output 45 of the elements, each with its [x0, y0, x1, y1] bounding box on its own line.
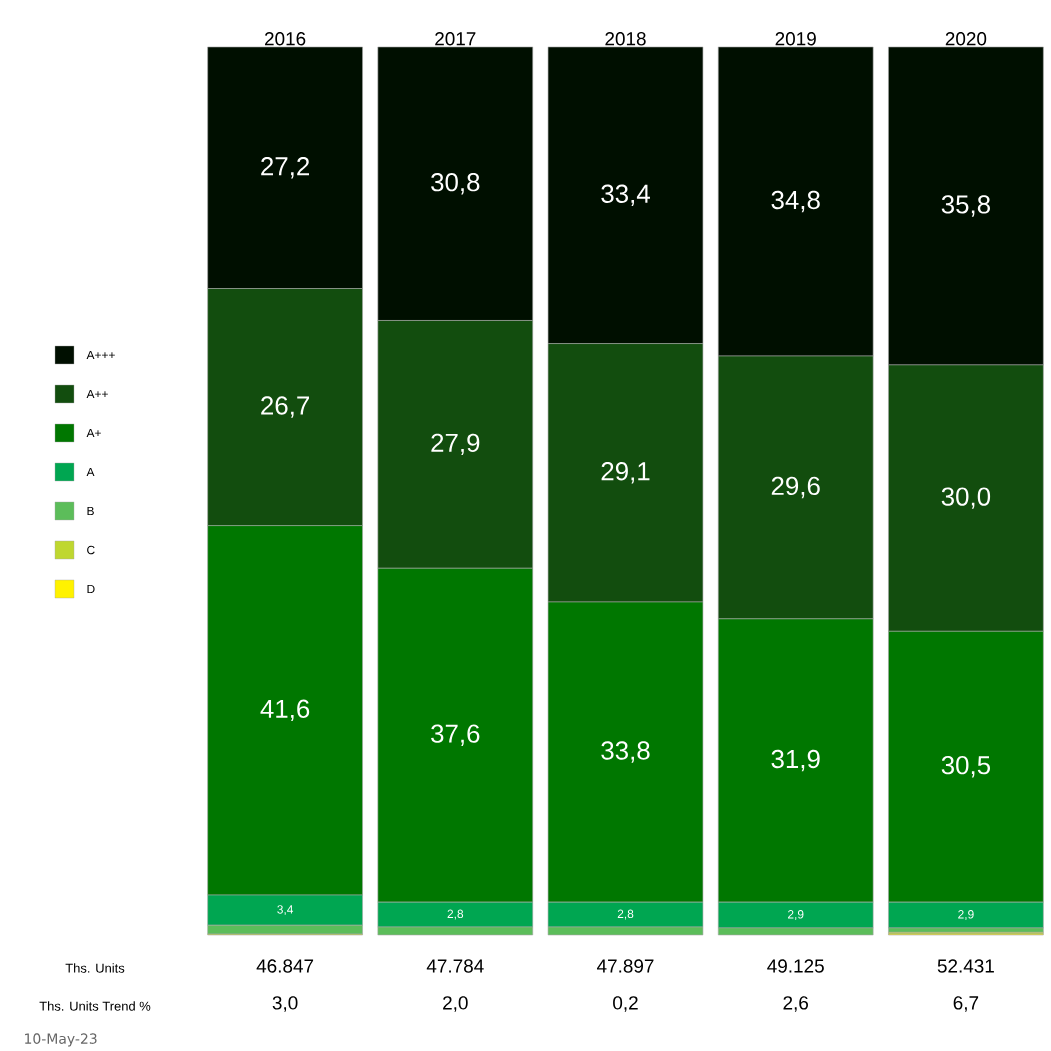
data-label: 29,1	[601, 462, 650, 484]
data-label: 29,6	[771, 476, 820, 499]
data-label: 33,4	[601, 184, 650, 206]
data-label: 31,9	[771, 749, 820, 772]
data-label: 26,7	[261, 396, 310, 418]
text: 10-May-23	[25, 1033, 97, 1047]
legend-label: A++	[86, 389, 108, 399]
text: 49.125	[767, 959, 824, 973]
data-label: 41,6	[260, 699, 310, 722]
text: Ths. Units Trend %	[39, 1001, 151, 1011]
legend-label: C	[87, 545, 95, 555]
text: 52.431	[937, 959, 994, 973]
legend-label: A	[86, 467, 95, 477]
text: 47.897	[596, 959, 654, 973]
legend-label: A+++	[86, 350, 115, 360]
data-label: 34,8	[771, 190, 820, 213]
x-tick-label: 2020	[945, 32, 987, 46]
text: Ths. Units	[65, 963, 125, 973]
text: 2,0	[443, 996, 468, 1012]
legend-label: B	[87, 506, 94, 516]
data-label: 37,6	[431, 724, 480, 746]
data-label: 30,5	[941, 756, 991, 778]
data-label: 27,2	[261, 157, 310, 179]
data-label: 2,8	[447, 909, 464, 920]
text: 47.784	[426, 959, 484, 973]
data-label: 3,4	[277, 905, 294, 916]
x-tick-label: 2017	[435, 32, 476, 46]
text: 46.847	[256, 959, 314, 973]
x-tick-label: 2016	[265, 32, 306, 46]
data-label: 33,8	[601, 741, 650, 763]
data-label: 2,9	[958, 910, 974, 920]
data-label: 27,9	[431, 433, 480, 456]
text: 6,7	[953, 996, 979, 1012]
data-label: 35,8	[941, 195, 990, 217]
x-tick-label: 2018	[605, 32, 646, 46]
text: 3,0	[272, 996, 298, 1012]
text: 2,6	[783, 996, 809, 1012]
legend-label: A+	[86, 428, 101, 438]
x-tick-label: 2019	[775, 32, 816, 46]
text: 0,2	[613, 996, 638, 1012]
data-label: 2,8	[617, 909, 634, 920]
data-label: 2,9	[787, 910, 804, 920]
legend-label: D	[87, 584, 95, 594]
data-label: 30,8	[431, 173, 480, 195]
data-label: 30,0	[941, 487, 991, 509]
